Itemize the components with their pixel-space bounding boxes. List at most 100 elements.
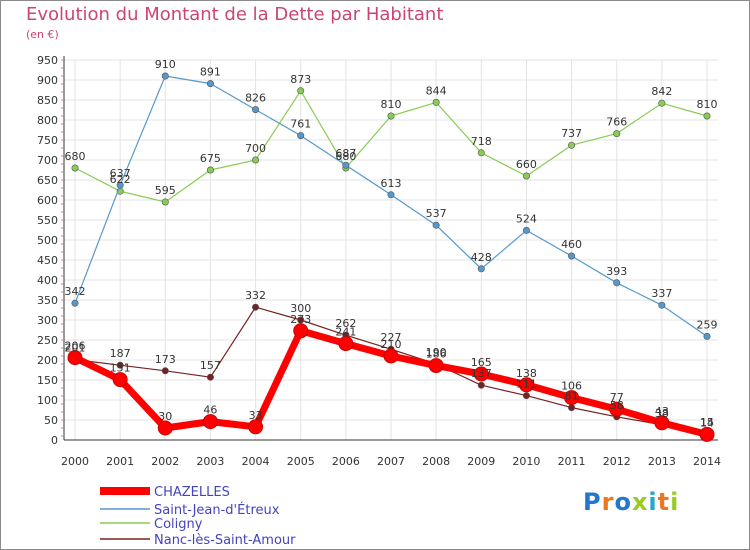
legend-label: Saint-Jean-d'Étreux [154,502,280,518]
x-tick-label: 2013 [648,455,676,468]
data-point [613,279,621,287]
data-label: 891 [200,66,221,79]
data-label: 537 [426,207,447,220]
data-label: 844 [426,84,447,97]
y-tick-label: 600 [37,194,58,207]
data-label: 273 [290,313,311,326]
data-label: 186 [426,348,447,361]
legend-label: CHAZELLES [154,485,230,500]
x-tick-label: 2002 [151,455,179,468]
data-point [297,87,305,95]
data-label: 157 [200,359,221,372]
data-label: 138 [516,367,537,380]
x-tick-label: 2012 [603,455,631,468]
chart-subtitle: (en €) [26,28,59,41]
x-tick-label: 2005 [287,455,315,468]
data-label: 842 [651,85,672,98]
x-tick-label: 2000 [61,455,89,468]
data-label: 337 [651,287,672,300]
data-point [564,390,580,406]
data-label: 151 [110,362,131,375]
data-point [157,420,173,436]
data-point [342,161,350,169]
data-point [568,252,576,260]
data-label: 332 [245,289,266,302]
proxiti-logo: Proxiti [583,488,679,516]
data-label: 637 [110,167,131,180]
data-label: 766 [606,116,627,129]
y-tick-label: 800 [37,114,58,127]
data-label: 46 [203,404,217,417]
data-point [71,164,79,172]
data-point [71,299,79,307]
data-point [613,130,621,138]
data-point [522,172,530,180]
data-point [206,373,214,381]
y-tick-label: 900 [37,74,58,87]
data-point [116,361,124,369]
chart-title: Evolution du Montant de la Dette par Hab… [26,4,444,25]
data-point [432,221,440,229]
data-label: 187 [110,347,131,360]
data-label: 14 [700,416,714,429]
data-point [703,332,711,340]
data-label: 810 [381,98,402,111]
data-point [522,392,530,400]
legend-label: Nanc-lès-Saint-Amour [154,533,296,548]
y-tick-label: 950 [37,54,58,67]
data-label: 190 [426,346,447,359]
data-label: 675 [200,152,221,165]
x-tick-label: 2001 [106,455,134,468]
data-label: 761 [290,118,311,131]
data-point [477,149,485,157]
x-tick-label: 2010 [512,455,540,468]
data-point [338,336,354,352]
legend: CHAZELLES Saint-Jean-d'ÉtreuxColignyNanc-… [100,485,296,548]
data-label: 259 [697,318,718,331]
data-label: 111 [516,378,537,391]
data-label: 910 [155,58,176,71]
data-point [383,348,399,364]
series-lines [67,72,715,442]
y-tick-label: 700 [37,154,58,167]
y-tick-label: 450 [37,254,58,267]
data-label: 137 [471,367,492,380]
y-tick-label: 850 [37,94,58,107]
data-label: 428 [471,251,492,264]
data-label: 210 [381,338,402,351]
data-label: 524 [516,212,537,225]
data-label: 300 [290,302,311,315]
data-label: 687 [335,147,356,160]
axes: 0 50 100 150 200 250 300 350 400 450 500 550 600 650 7… [37,54,721,468]
data-point [518,377,534,393]
data-label: 201 [65,342,86,355]
data-label: 30 [158,410,172,423]
data-point [161,198,169,206]
data-point [477,265,485,273]
x-tick-label: 2011 [558,455,586,468]
data-label: 460 [561,238,582,251]
logo-letter: t [657,488,671,516]
data-label: 227 [381,331,402,344]
data-point [297,316,305,324]
data-label: 393 [606,265,627,278]
data-label: 77 [610,391,624,404]
data-point [658,99,666,107]
data-point [206,80,214,88]
y-tick-label: 0 [51,434,58,447]
x-tick-label: 2004 [242,455,270,468]
logo-letter: o [614,488,632,516]
x-tick-label: 2006 [332,455,360,468]
x-tick-label: 2008 [422,455,450,468]
y-tick-label: 750 [37,134,58,147]
logo-letter: i [648,488,658,516]
data-label: 241 [335,326,356,339]
data-label: 873 [290,73,311,86]
data-label: 613 [381,177,402,190]
grid-lines [64,59,718,441]
data-point [387,112,395,120]
data-label: 43 [655,405,669,418]
logo-letter: x [631,488,649,516]
data-label: 826 [245,92,266,105]
